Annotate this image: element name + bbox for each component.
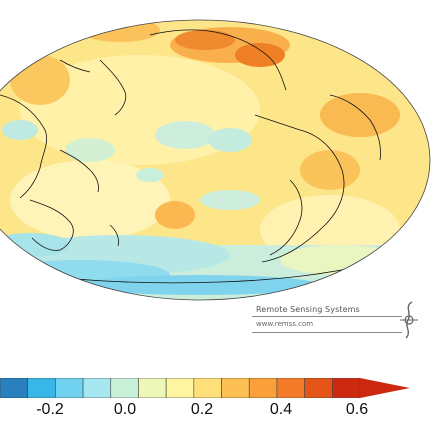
credit-rule-bottom [252,332,402,333]
colorbar-cell [193,378,222,398]
globe-outline [0,19,431,301]
credit-rule-top [252,316,402,317]
colorbar-cell [332,378,361,398]
colorbar-cells [0,378,361,398]
rss-logo [400,301,418,339]
colorbar-cell [138,378,167,398]
tick-label: 0.0 [113,401,137,418]
colorbar-cell [276,378,305,398]
tick-label: -0.2 [36,401,64,418]
colorbar-cell [82,378,112,398]
colorbar-cell [304,378,333,398]
colorbar-cell [165,378,195,398]
coastlines [0,29,381,284]
colorbar-cell [221,378,250,398]
colorbar-cell [55,378,84,398]
colorbar-cell [110,378,139,398]
colorbar-cell [27,378,56,398]
tick-label: 0.2 [190,401,214,418]
colorbar [0,378,410,398]
colorbar-max-arrow [360,378,410,398]
tick-label: 0.4 [269,401,293,418]
credit-org: Remote Sensing Systems [256,305,360,314]
colorbar-cell [0,378,28,398]
credit-url: www.remss.com [256,320,314,328]
colorbar-cell [248,378,278,398]
tick-label: 0.6 [345,401,369,418]
map-fill [0,20,430,300]
